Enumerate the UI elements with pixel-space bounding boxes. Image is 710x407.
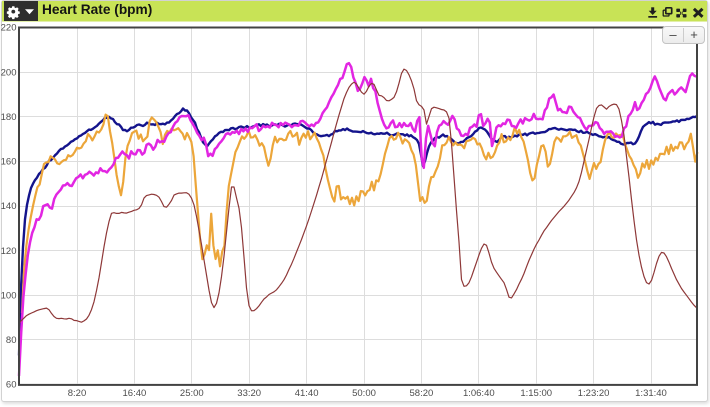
svg-text:100: 100 <box>1 290 17 301</box>
svg-text:16:40: 16:40 <box>123 388 147 399</box>
svg-text:1:31:40: 1:31:40 <box>635 388 667 399</box>
svg-text:1:23:20: 1:23:20 <box>578 388 610 399</box>
svg-text:58:20: 58:20 <box>410 388 434 399</box>
svg-text:220: 220 <box>1 23 17 34</box>
svg-text:8:20: 8:20 <box>68 388 87 399</box>
svg-text:160: 160 <box>1 157 17 168</box>
svg-text:120: 120 <box>1 246 17 257</box>
svg-text:41:40: 41:40 <box>295 388 319 399</box>
svg-text:33:20: 33:20 <box>237 388 261 399</box>
svg-text:1:06:40: 1:06:40 <box>463 388 495 399</box>
svg-text:200: 200 <box>1 67 17 78</box>
svg-text:1:15:00: 1:15:00 <box>520 388 552 399</box>
svg-text:60: 60 <box>6 380 17 391</box>
svg-text:25:00: 25:00 <box>180 388 204 399</box>
svg-text:140: 140 <box>1 201 17 212</box>
svg-text:80: 80 <box>6 335 17 346</box>
svg-text:180: 180 <box>1 112 17 123</box>
svg-text:50:00: 50:00 <box>352 388 376 399</box>
